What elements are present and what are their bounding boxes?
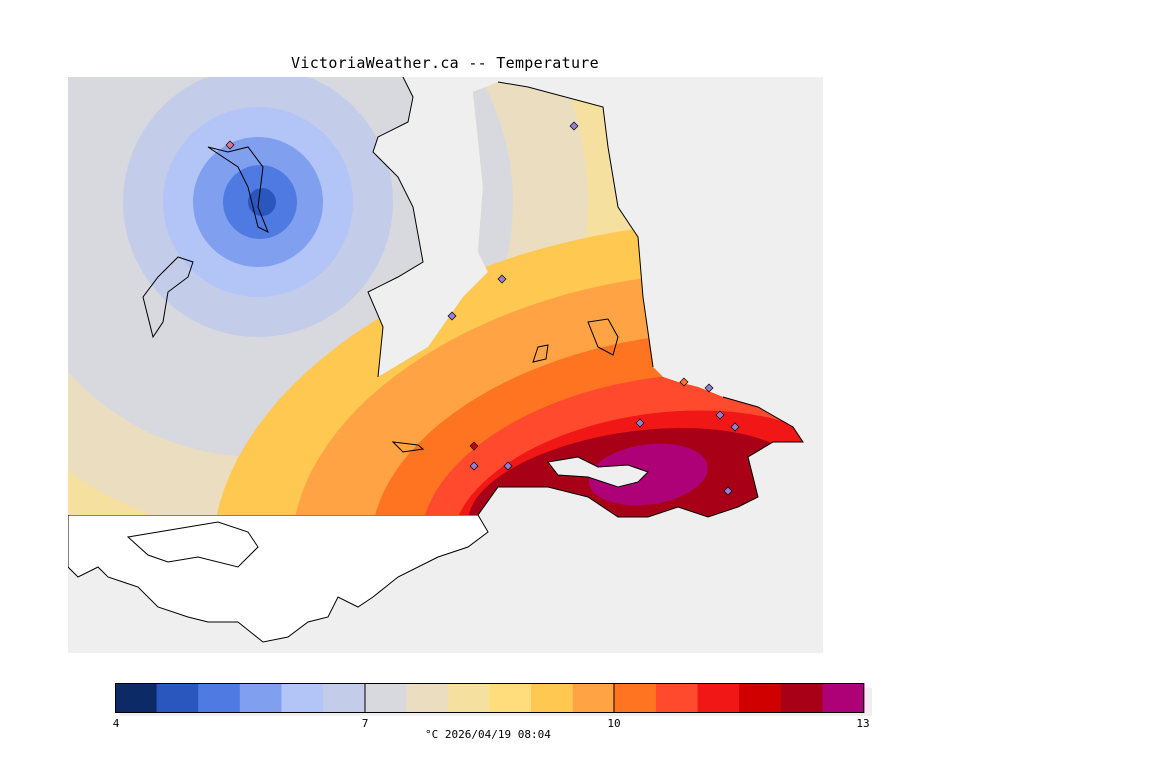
colorbar-cell	[780, 683, 823, 713]
island	[142, 256, 194, 339]
colorbar-cell	[281, 683, 324, 713]
coastline	[367, 77, 804, 518]
colorbar-cell	[655, 683, 699, 713]
weather-stations	[225, 121, 740, 496]
land-unsampled	[68, 514, 489, 643]
colorbar-cell	[531, 683, 574, 713]
colorbar-caption: °C 2026/04/19 08:04	[425, 728, 551, 741]
island	[587, 318, 619, 356]
colorbar-cell	[364, 683, 407, 713]
colorbar-cell	[115, 683, 158, 713]
colorbar-tick: 10	[607, 717, 621, 730]
island	[391, 441, 425, 453]
colorbar-tick: 13	[856, 717, 870, 730]
temperature-band	[248, 188, 276, 216]
colorbar-cell	[489, 683, 532, 713]
colorbar-cell	[739, 683, 782, 713]
colorbar-tick: 4	[112, 717, 120, 730]
colorbar-cell	[406, 683, 449, 713]
island	[532, 344, 549, 363]
colorbar-cell	[822, 683, 865, 713]
colorbar-cell	[572, 683, 615, 713]
temperature-map	[68, 77, 823, 653]
map-title: VictoriaWeather.ca -- Temperature	[291, 54, 599, 72]
colorbar	[115, 683, 872, 716]
colorbar-cell	[239, 683, 282, 713]
colorbar-cell	[614, 683, 657, 713]
colorbar-cell	[198, 683, 241, 713]
colorbar-cell	[447, 683, 490, 713]
colorbar-cell	[697, 683, 740, 713]
bay	[547, 456, 649, 488]
temperature-band	[588, 443, 708, 506]
colorbar-cell	[156, 683, 199, 713]
island	[207, 146, 269, 234]
colorbar-tick: 7	[361, 717, 369, 730]
colorbar-cell	[323, 683, 366, 713]
